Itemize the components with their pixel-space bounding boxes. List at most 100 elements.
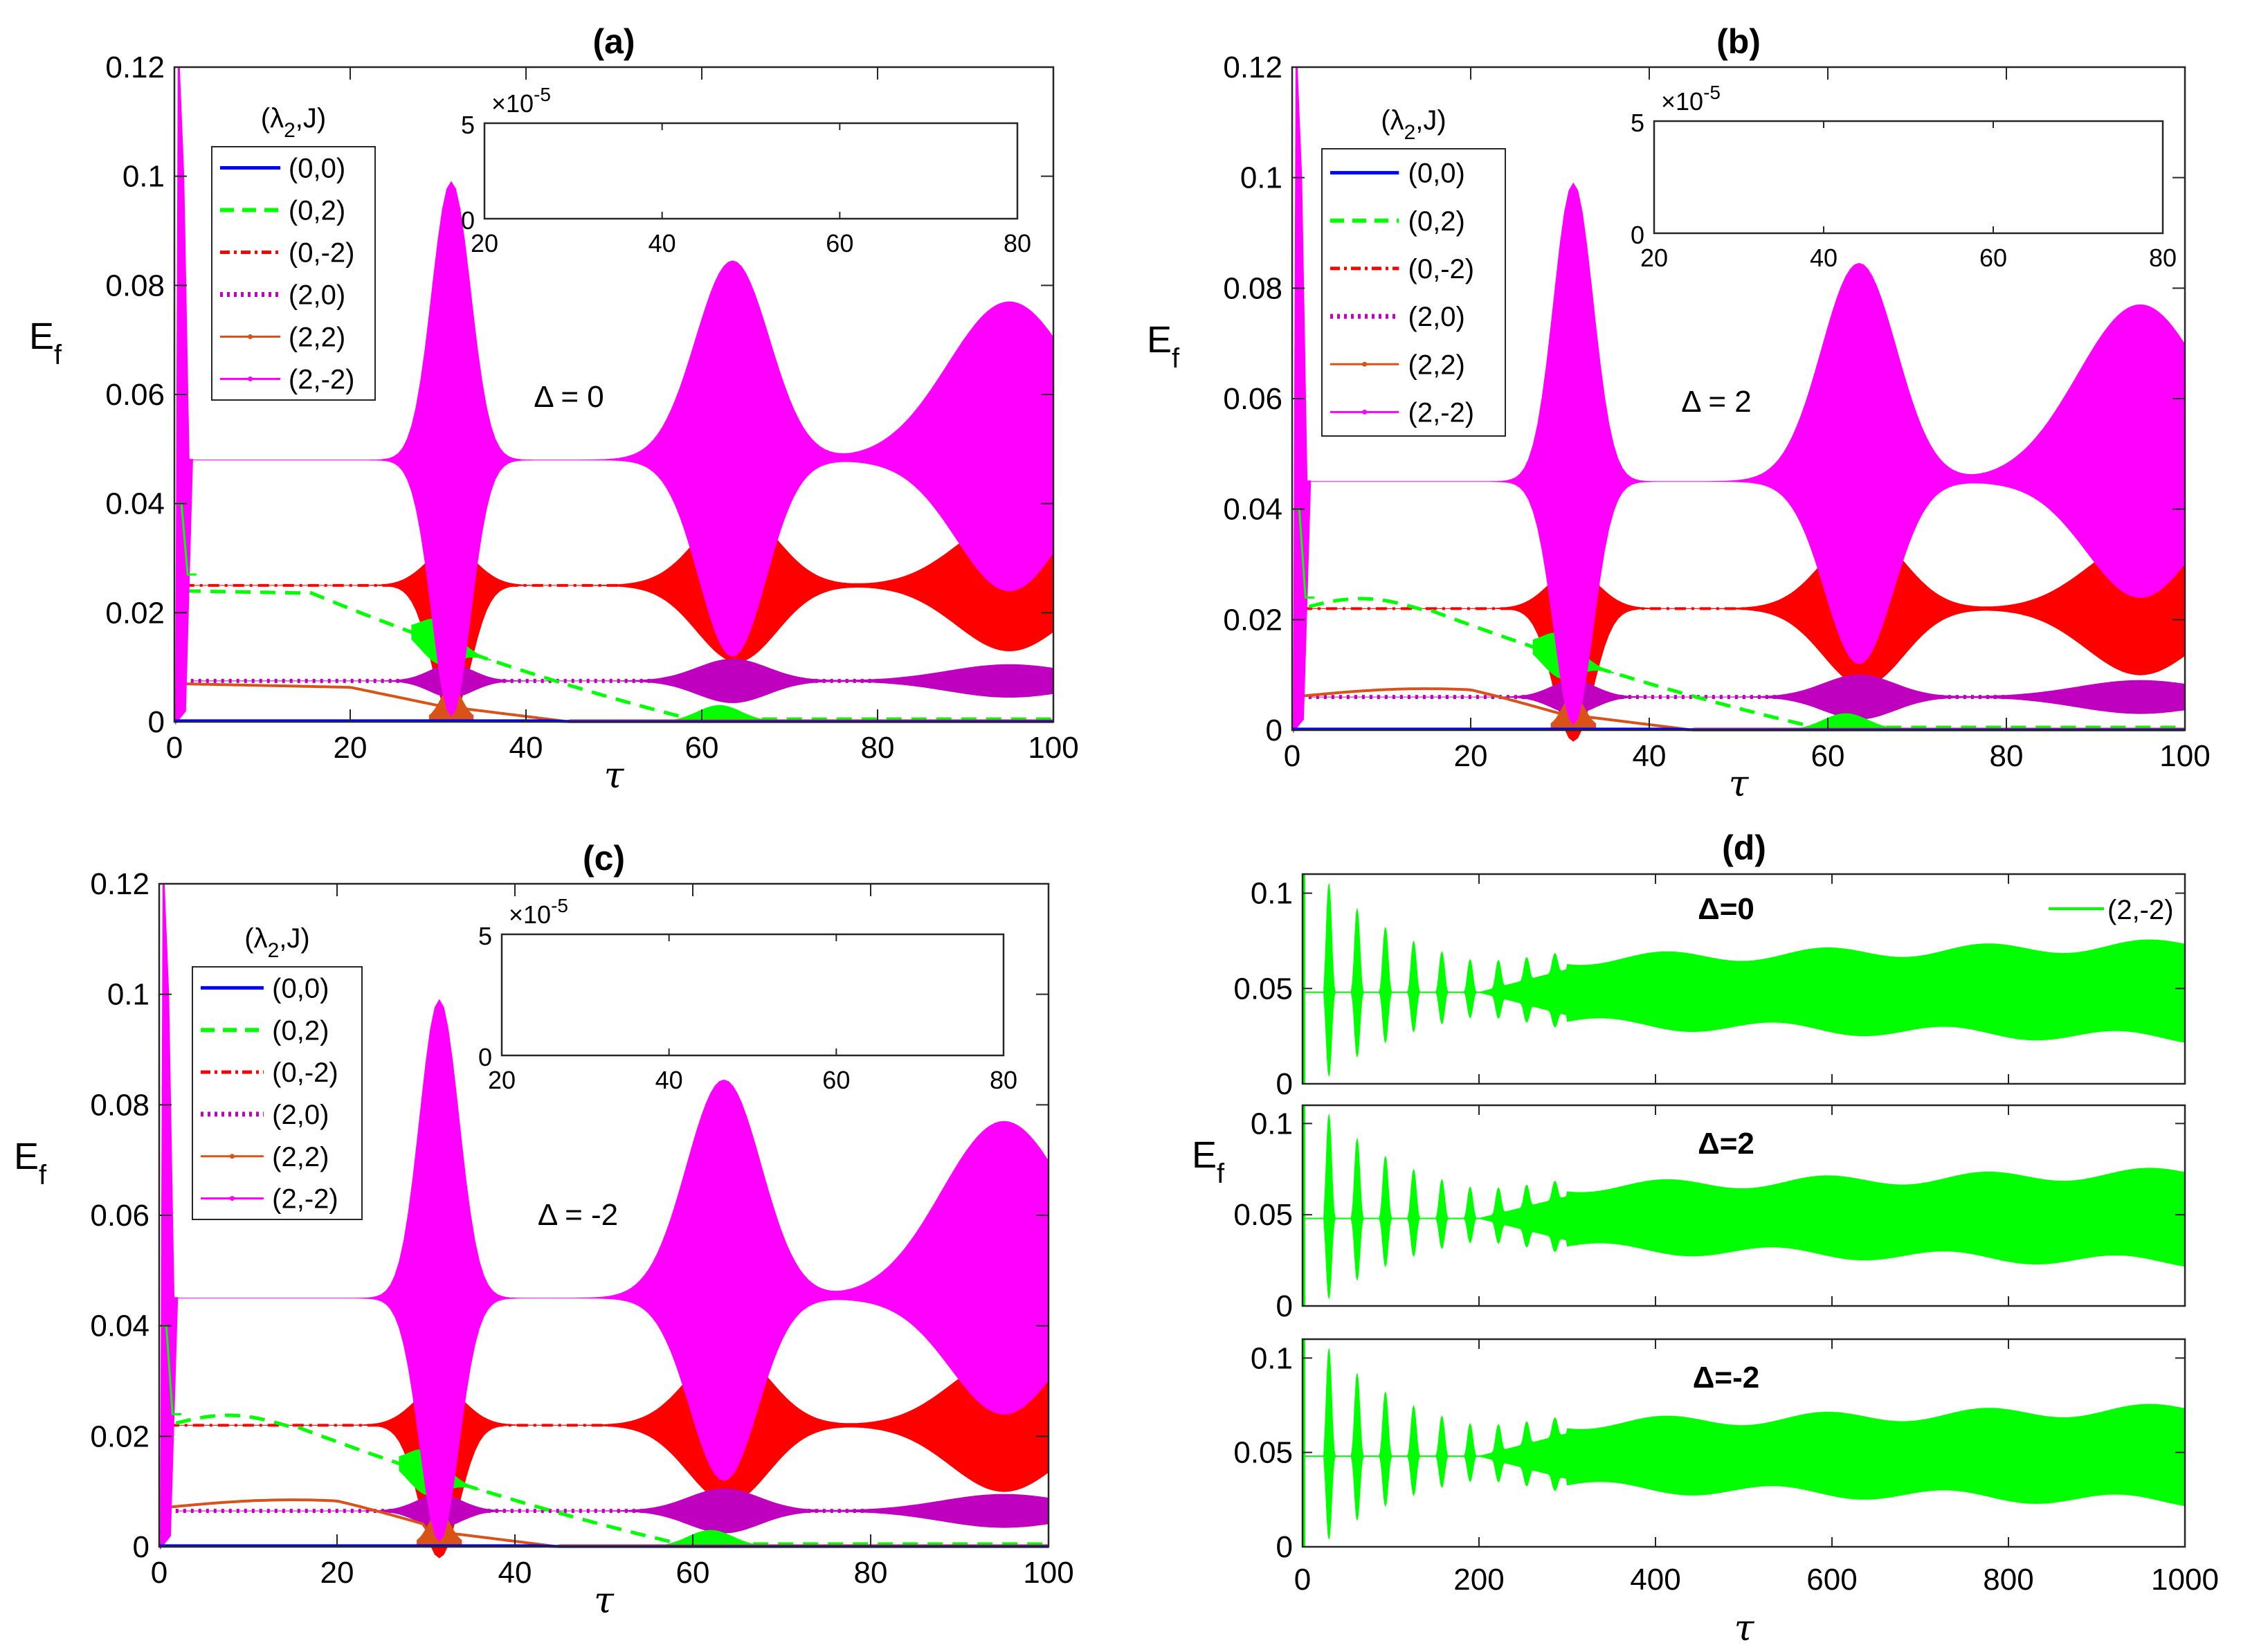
text-span: ,J) xyxy=(1415,105,1446,136)
axes-frame xyxy=(1301,1338,2186,1548)
delta-annotation: Δ=0 xyxy=(1698,892,1754,926)
legend-entry: (0,2) xyxy=(289,196,345,226)
series-02-line xyxy=(161,1413,1049,1548)
text-span: ×10 xyxy=(509,900,551,929)
series-02-line xyxy=(1295,597,2185,732)
y-tick-label: 0 xyxy=(461,206,475,235)
text-span: 2 xyxy=(284,119,296,142)
text-span: (λ xyxy=(261,103,284,134)
x-tick-label: 80 xyxy=(854,1556,888,1590)
x-tick-label: 20 xyxy=(471,229,498,257)
x-tick-label: 40 xyxy=(648,229,676,257)
axes-layer xyxy=(158,66,2186,1548)
text-span: (λ xyxy=(1381,105,1404,136)
legend-title: (λ2,J) xyxy=(244,923,309,962)
text-span: ,J) xyxy=(296,103,326,134)
legend-marker xyxy=(229,1196,235,1201)
x-tick-label: 1000 xyxy=(2151,1563,2219,1597)
legend-box xyxy=(211,146,376,401)
legend-entry: (0,2) xyxy=(1408,206,1465,237)
x-tick-label: 40 xyxy=(655,1066,683,1094)
legend-entry: (2,0) xyxy=(1408,302,1465,332)
y-tick-label: 0.1 xyxy=(1251,1341,1293,1375)
axes-frame xyxy=(483,122,1019,220)
legend-entry: (2,2) xyxy=(272,1142,329,1172)
text-span: E xyxy=(1192,1134,1217,1176)
legend-box xyxy=(192,966,363,1220)
x-tick-label: 20 xyxy=(1640,244,1668,272)
text-span: E xyxy=(1147,319,1172,361)
x-tick-label: 20 xyxy=(334,731,368,765)
y-tick-label: 0.12 xyxy=(105,51,165,84)
y-tick-label: 0.12 xyxy=(1223,51,1282,84)
text-span: ×10 xyxy=(1661,87,1703,116)
y-tick-label: 0.1 xyxy=(1251,877,1293,911)
y-axis-label: Ef xyxy=(1147,319,1180,374)
legend-entry: (0,-2) xyxy=(1408,254,1475,284)
x-tick-label: 0 xyxy=(166,731,183,765)
x-tick-label: 100 xyxy=(1028,731,1078,765)
y-tick-label: 0.1 xyxy=(1240,161,1282,195)
y-tick-label: 0.05 xyxy=(1233,1198,1293,1232)
y-tick-label: 0.08 xyxy=(1223,271,1282,305)
legend-entry: (2,-2) xyxy=(289,365,355,395)
y-tick-label: 0.06 xyxy=(105,378,165,412)
y-axis-label: Ef xyxy=(29,316,62,370)
x-tick-label: 800 xyxy=(1983,1563,2033,1597)
y-tick-label: 0.1 xyxy=(123,160,165,194)
inset-bg xyxy=(1654,121,2163,233)
y-tick-label: 0.05 xyxy=(1233,1436,1293,1470)
legend-entry: (2,2) xyxy=(289,323,345,353)
legend-entry: (2,-2) xyxy=(272,1184,338,1215)
delta-annotation: Δ=2 xyxy=(1698,1127,1754,1161)
text-span: 2 xyxy=(268,939,280,962)
y-tick-label: 0 xyxy=(133,1530,149,1564)
text-span: 2 xyxy=(1404,121,1416,144)
x-tick-label: 100 xyxy=(1023,1556,1073,1590)
axes-frame xyxy=(1301,1104,2186,1307)
x-tick-label: 60 xyxy=(822,1066,850,1094)
y-tick-label: 0 xyxy=(1276,1289,1293,1323)
x-tick-label: 60 xyxy=(676,1556,710,1590)
y-tick-label: 0.02 xyxy=(90,1419,149,1453)
x-axis-label: τ xyxy=(604,755,625,797)
y-tick-label: 0.1 xyxy=(107,978,149,1012)
text-span: f xyxy=(54,340,62,370)
x-tick-label: 0 xyxy=(1284,739,1300,773)
text-span: -5 xyxy=(551,895,568,916)
text-span: (λ xyxy=(244,923,267,954)
axes-frame xyxy=(1301,873,2186,1085)
delta-annotation: Δ = -2 xyxy=(538,1198,618,1232)
legend-entry: (2,-2) xyxy=(1408,397,1475,428)
x-tick-label: 600 xyxy=(1806,1563,1857,1597)
x-tick-label: 60 xyxy=(1811,739,1845,773)
x-tick-label: 100 xyxy=(2159,739,2210,773)
y-tick-label: 0.02 xyxy=(1223,603,1282,637)
y-axis-label: Ef xyxy=(14,1136,47,1190)
legend-entry: (2,0) xyxy=(289,280,345,311)
y-tick-label: 0.04 xyxy=(90,1309,149,1343)
panel-title: (d) xyxy=(1722,828,1766,867)
y-tick-label: 0.08 xyxy=(105,269,165,302)
legend-entry: (2,2) xyxy=(1408,350,1465,380)
y-tick-label: 0.1 xyxy=(1251,1107,1293,1141)
x-tick-label: 40 xyxy=(1633,739,1667,773)
legend-title: (λ2,J) xyxy=(261,103,326,142)
text-span: -5 xyxy=(1703,82,1721,103)
x-tick-label: 80 xyxy=(1004,229,1031,257)
legend-entry: (0,0) xyxy=(1408,158,1465,189)
x-tick-label: 200 xyxy=(1453,1563,1504,1597)
legend-marker xyxy=(1362,409,1368,415)
y-tick-label: 0 xyxy=(148,705,165,739)
text-span: -5 xyxy=(534,84,551,105)
y-tick-label: 0.02 xyxy=(105,596,165,630)
text-layer: 0 20 40 60 80 10000.020.040.060.080.10.12(a)E… xyxy=(14,22,2219,1649)
plot-data-layer xyxy=(159,66,2186,1559)
x-tick-label: 80 xyxy=(2149,244,2177,272)
legend-entry: (0,0) xyxy=(272,973,329,1004)
x-tick-label: 40 xyxy=(1810,244,1838,272)
panel-title: (b) xyxy=(1716,22,1761,61)
x-tick-label: 60 xyxy=(1979,244,2007,272)
legend-entry: (0,-2) xyxy=(272,1058,338,1088)
